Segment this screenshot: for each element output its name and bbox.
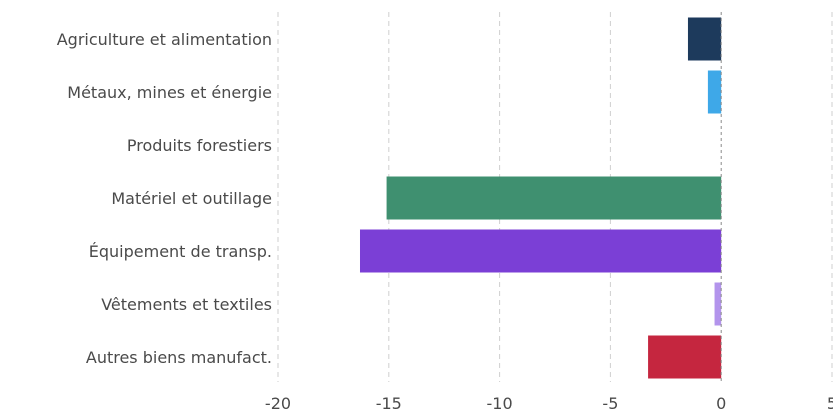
bar[interactable]: [648, 335, 722, 379]
bar[interactable]: [386, 176, 722, 220]
bar[interactable]: [359, 229, 722, 273]
bar[interactable]: [687, 17, 722, 61]
bar[interactable]: [707, 70, 722, 114]
x-tick-label: -15: [376, 394, 402, 413]
x-tick-label: -5: [602, 394, 618, 413]
category-label: Agriculture et alimentation: [57, 30, 272, 49]
category-label: Équipement de transp.: [89, 242, 272, 261]
x-tick-label: -20: [265, 394, 291, 413]
category-label: Autres biens manufact.: [86, 348, 272, 367]
category-label: Métaux, mines et énergie: [67, 83, 272, 102]
x-tick-label: -10: [487, 394, 513, 413]
x-tick-labels: -20 -15 -10 -5 0 5: [265, 394, 833, 413]
x-tick-label: 5: [827, 394, 833, 413]
bar[interactable]: [714, 282, 722, 326]
category-label: Matériel et outillage: [111, 189, 272, 208]
x-tick-label: 0: [716, 394, 726, 413]
category-labels: Agriculture et alimentation Métaux, mines…: [57, 30, 272, 367]
bars: [359, 17, 722, 379]
category-label: Produits forestiers: [127, 136, 272, 155]
category-label: Vêtements et textiles: [101, 295, 272, 314]
